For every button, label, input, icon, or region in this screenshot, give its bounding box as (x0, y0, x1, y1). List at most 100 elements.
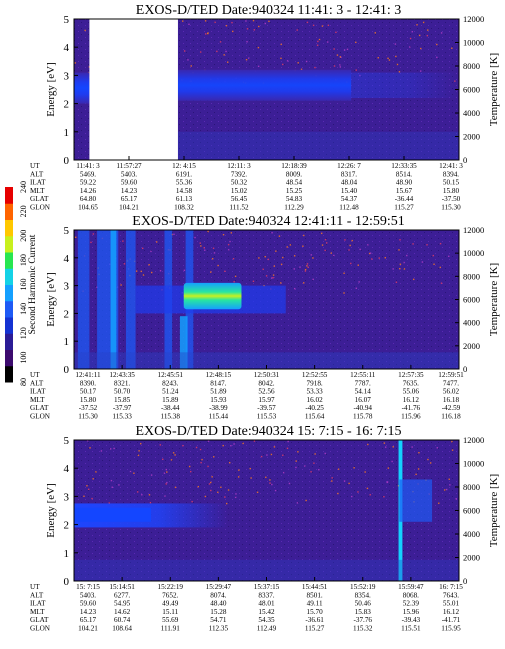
spectrogram-speckle (250, 477, 252, 479)
ephemeris-value: 8337. (258, 591, 274, 599)
ephemeris-value: -40.94 (353, 404, 372, 412)
spectrogram-speckle (219, 41, 222, 43)
ephemeris-value: 12:33:35 (391, 162, 417, 170)
spectrogram-speckle (288, 482, 291, 485)
ephemeris-value: 8317. (341, 170, 357, 178)
spectrogram-speckle (229, 240, 231, 243)
spectrogram-speckle (427, 29, 429, 31)
ephemeris-value: 15.83 (355, 608, 372, 616)
ephemeris-value: 50.32 (231, 179, 248, 187)
spectrogram-speckle (448, 478, 450, 480)
ephemeris-value: 7787. (355, 379, 371, 387)
ephemeris-value: 64.80 (80, 195, 97, 203)
y-tick-label: 3 (64, 491, 70, 503)
y2-tick-label: 12000 (463, 435, 484, 445)
spectrogram-speckle (220, 486, 222, 488)
spectrogram-speckle (351, 239, 353, 242)
spectrogram-speckle (120, 284, 122, 286)
colorbar-swatch (5, 203, 13, 220)
ephemeris-value: -41.71 (442, 616, 461, 624)
spectrogram-speckle (227, 249, 230, 251)
ephemeris-value: 53.33 (307, 388, 324, 396)
ephemeris-value: 15.93 (210, 396, 227, 404)
y2-tick-label: 6000 (463, 85, 480, 95)
spectrogram-speckle (306, 263, 309, 265)
ephemeris-value: 60.74 (114, 616, 131, 624)
ephemeris-value: -37.52 (79, 404, 98, 412)
ephemeris-value: 5403. (80, 591, 96, 599)
spectrogram-speckle (306, 21, 309, 24)
spectrogram-speckle (141, 494, 143, 496)
spectrogram-speckle (283, 471, 285, 474)
spectrogram-speckle (282, 256, 284, 259)
colorbar-tick: 140 (19, 303, 28, 315)
ephemeris-value: 11:41: 3 (76, 162, 100, 170)
ephemeris-row-label: UT (30, 371, 40, 379)
ephemeris-value: 12:52:55 (302, 371, 328, 379)
colorbar-swatch (5, 268, 13, 285)
ephemeris-value: 16.18 (443, 396, 460, 404)
spectrogram-speckle (174, 486, 177, 489)
spectrogram-speckle (237, 476, 240, 478)
spectrogram-speckle (165, 468, 168, 471)
spectrogram-speckle (194, 236, 196, 239)
ephemeris-value: 54.35 (258, 616, 275, 624)
colorbar-swatch (5, 284, 13, 302)
ephemeris-value: 115.30 (441, 204, 461, 212)
flux-streak (110, 230, 117, 369)
spectrogram-speckle (232, 30, 234, 33)
spectrogram-speckle (203, 247, 205, 249)
ephemeris-value: -39.57 (257, 404, 276, 412)
spectrogram-speckle (235, 493, 237, 495)
spectrogram-speckle (201, 458, 203, 461)
ephemeris-value: 15.42 (258, 608, 275, 616)
ephemeris-value: 52.39 (403, 600, 420, 608)
spectrogram-speckle (170, 459, 173, 461)
spectrogram-speckle (327, 24, 330, 27)
ephemeris-value: 115.32 (353, 625, 373, 633)
spectrogram-speckle (210, 481, 212, 484)
y2-tick-label: 2000 (463, 341, 480, 351)
spectrogram-speckle (95, 471, 97, 473)
spectrogram-speckle (166, 471, 168, 473)
spectrogram-speckle (397, 485, 400, 487)
ephemeris-value: 14.26 (80, 187, 97, 195)
y2-tick-label: 10000 (463, 38, 484, 48)
spectrogram-speckle (280, 263, 283, 266)
spectrogram-speckle (336, 54, 339, 56)
y2-axis-label: Temperature [K] (488, 263, 500, 336)
spectrogram-speckle (403, 261, 405, 264)
spectrogram-speckle (358, 281, 360, 283)
colorbar-tick: 160 (19, 279, 28, 291)
ephemeris-value: 15.97 (258, 396, 275, 404)
ephemeris-row-label: ALT (30, 379, 44, 387)
spectrogram-speckle (280, 282, 282, 284)
spectrogram-speckle (271, 483, 273, 486)
ephemeris-value: 8243. (162, 379, 178, 387)
spectrogram-speckle (374, 32, 376, 34)
spectrogram-speckle (136, 491, 139, 493)
spectrogram-speckle (92, 233, 95, 235)
spectrogram-speckle (86, 485, 88, 487)
spectrogram-speckle (199, 242, 201, 244)
ephemeris-value: 8394. (443, 170, 459, 178)
spectrogram-speckle (351, 495, 353, 498)
spectrogram-speckle (150, 250, 152, 253)
spectrogram-speckle (135, 270, 138, 272)
y2-tick-label: 6000 (463, 506, 480, 516)
spectrogram-speckle (109, 448, 112, 450)
spectrogram-speckle (182, 20, 184, 22)
spectrogram-speckle (304, 268, 307, 271)
ephemeris-value: 15.96 (403, 608, 420, 616)
y2-axis-label: Temperature [K] (488, 474, 500, 547)
spectrogram-speckle (333, 65, 336, 67)
spectrogram-speckle (324, 239, 327, 241)
ephemeris-value: 48.40 (210, 600, 227, 608)
ephemeris-value: 61.13 (176, 195, 193, 203)
spectrogram-speckle (269, 482, 271, 484)
ephemeris-value: 59.60 (80, 600, 97, 608)
spectrogram-speckle (383, 442, 386, 444)
spectrogram-speckle (369, 252, 372, 254)
ephemeris-value: 16.12 (403, 396, 420, 404)
flux-burst (399, 479, 433, 522)
